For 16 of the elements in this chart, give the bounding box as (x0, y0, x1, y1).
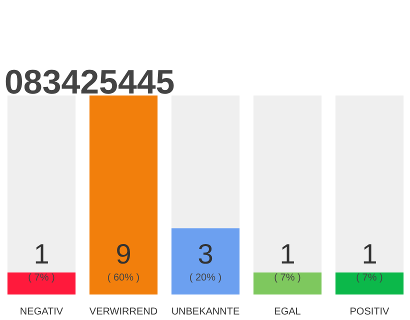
data-label: 3 (198, 238, 214, 270)
annotation: ( 60% ) (107, 272, 140, 284)
data-label: 1 (362, 238, 378, 270)
data-label: 1 (34, 238, 50, 270)
x-tick-label: POSITIV (350, 306, 390, 318)
chart-title: 083425445 (4, 64, 175, 102)
annotation: ( 20% ) (189, 272, 222, 284)
x-tick-label: UNBEKANNTE (171, 306, 240, 318)
annotation: ( 7% ) (356, 272, 383, 284)
x-tick-label: VERWIRREND (89, 306, 158, 318)
annotation: ( 7% ) (274, 272, 301, 284)
data-label: 9 (116, 238, 132, 270)
x-tick-label: NEGATIV (20, 306, 64, 318)
annotation: ( 7% ) (28, 272, 55, 284)
data-label: 1 (280, 238, 296, 270)
x-tick-label: EGAL (274, 306, 302, 318)
